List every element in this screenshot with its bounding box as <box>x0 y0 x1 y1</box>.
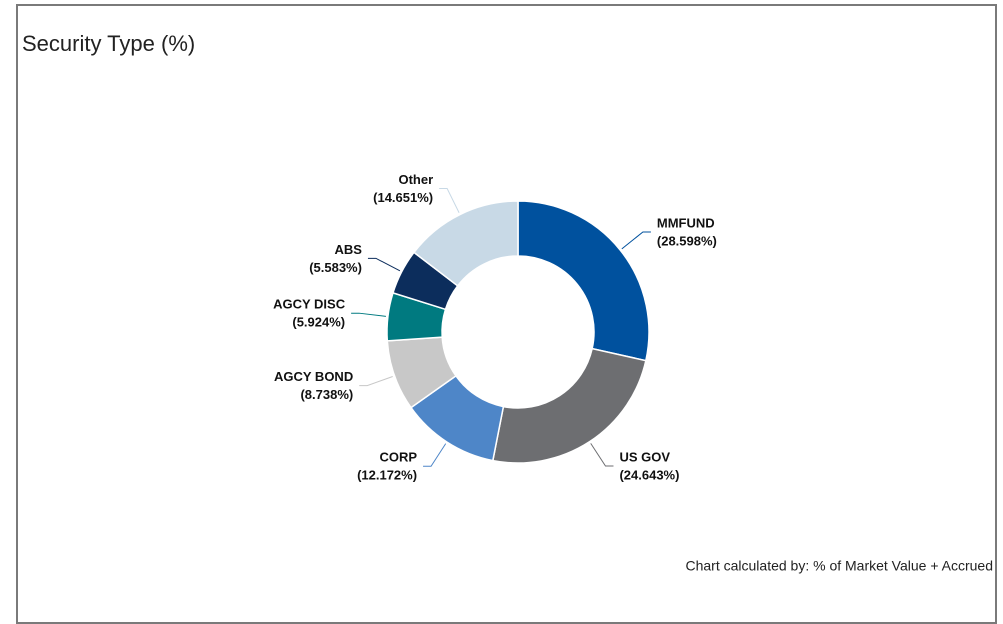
slice-label: US GOV <box>619 449 670 464</box>
slice-value-label: (24.643%) <box>619 467 679 482</box>
leader-line <box>621 231 651 250</box>
chart-note: Chart calculated by: % of Market Value +… <box>685 558 993 574</box>
donut-slice <box>517 200 650 362</box>
leader-line <box>423 443 447 467</box>
leader-line <box>359 376 393 387</box>
donut-slice <box>491 347 647 464</box>
slice-value-label: (14.651%) <box>373 190 433 205</box>
leader-line <box>367 257 401 272</box>
slice-value-label: (5.583%) <box>309 260 362 275</box>
leader-line <box>351 312 386 317</box>
slice-label: Other <box>398 172 433 187</box>
slice-label: AGCY DISC <box>273 297 346 312</box>
leader-line <box>590 443 614 467</box>
slice-value-label: (28.598%) <box>657 233 717 248</box>
slice-value-label: (12.172%) <box>357 468 417 483</box>
slice-value-label: (5.924%) <box>292 315 345 330</box>
leader-line <box>439 188 460 213</box>
donut-slice <box>412 200 519 287</box>
chart-title: Security Type (%) <box>22 31 195 56</box>
slice-label: AGCY BOND <box>274 369 353 384</box>
slice-value-label: (8.738%) <box>300 387 353 402</box>
slice-label: ABS <box>334 242 362 257</box>
slice-label: MMFUND <box>657 215 715 230</box>
slice-label: CORP <box>379 450 417 465</box>
